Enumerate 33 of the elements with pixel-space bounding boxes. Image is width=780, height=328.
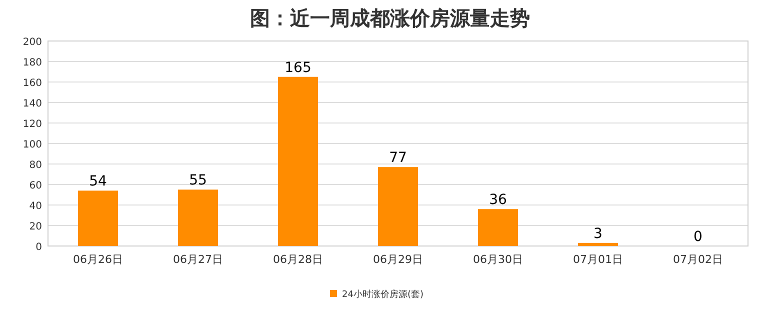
y-tick-label: 40 [29,201,42,212]
y-tick-label: 80 [29,160,42,171]
y-tick-label: 60 [29,180,42,192]
y-tick-label: 180 [22,58,42,68]
data-label: 165 [284,60,312,76]
x-tick-label: 06月29日 [373,253,423,266]
bar [78,190,118,246]
x-tick-label: 07月02日 [673,253,723,266]
chart-title: 图：近一周成都涨价房源量走势 [250,6,530,30]
y-tick-label: 100 [22,140,42,150]
x-tick-label: 06月28日 [273,253,323,266]
y-tick-label: 0 [36,242,42,253]
data-label: 36 [489,192,507,208]
y-tick-label: 160 [22,78,42,89]
y-tick-label: 120 [22,119,42,130]
x-tick-label: 06月27日 [173,253,223,266]
bar [178,190,218,246]
y-tick-label: 140 [22,98,42,110]
bar [478,209,518,246]
x-tick-label: 06月26日 [73,253,123,266]
bar [578,242,618,246]
data-label: 0 [694,229,702,245]
legend-label: 24小时涨价房源(套) [342,289,424,300]
x-tick-label: 07月01日 [573,253,623,266]
bar [278,76,318,246]
data-label: 77 [389,150,407,166]
data-label: 54 [89,174,107,190]
data-label: 3 [594,226,602,242]
x-tick-label: 06月30日 [473,253,523,266]
data-label: 55 [189,172,207,189]
bar [378,167,418,246]
y-tick-label: 200 [22,37,42,48]
y-tick-label: 20 [29,222,42,232]
